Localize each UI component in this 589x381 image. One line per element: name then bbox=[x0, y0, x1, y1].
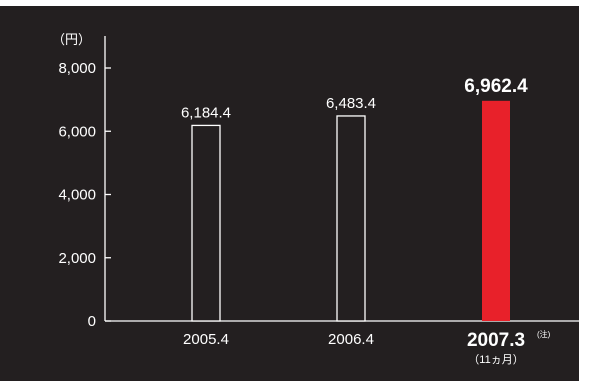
y-axis-unit-label: （円） bbox=[52, 32, 91, 47]
bars bbox=[191, 100, 510, 322]
y-tick-label: 6,000 bbox=[58, 123, 96, 140]
y-tick-label: 0 bbox=[88, 313, 96, 330]
x-category-note-marker: (注) bbox=[537, 329, 551, 339]
y-tick-label: 2,000 bbox=[58, 250, 96, 267]
x-category-label: 2006.4 bbox=[328, 331, 374, 348]
y-axis-ticks: 0 2,000 4,000 6,000 8,000 bbox=[58, 60, 111, 330]
x-axis-labels: 2005.4 2006.4 2007.3 (注) （11ヵ月） bbox=[183, 329, 551, 366]
bar-labels: 6,184.4 6,483.4 6,962.4 bbox=[181, 76, 528, 122]
bar bbox=[191, 124, 221, 322]
bar-highlighted bbox=[482, 100, 510, 321]
bar-value-label: 6,483.4 bbox=[326, 95, 376, 112]
x-category-label: 2007.3 bbox=[467, 330, 525, 351]
bar-value-label: 6,184.4 bbox=[181, 104, 231, 121]
y-tick-label: 8,000 bbox=[58, 60, 96, 77]
x-category-label: 2005.4 bbox=[183, 331, 229, 348]
y-tick-label: 4,000 bbox=[58, 187, 96, 204]
bar bbox=[336, 115, 366, 322]
x-category-subnote: （11ヵ月） bbox=[468, 353, 523, 366]
bar-value-label: 6,962.4 bbox=[464, 76, 528, 97]
